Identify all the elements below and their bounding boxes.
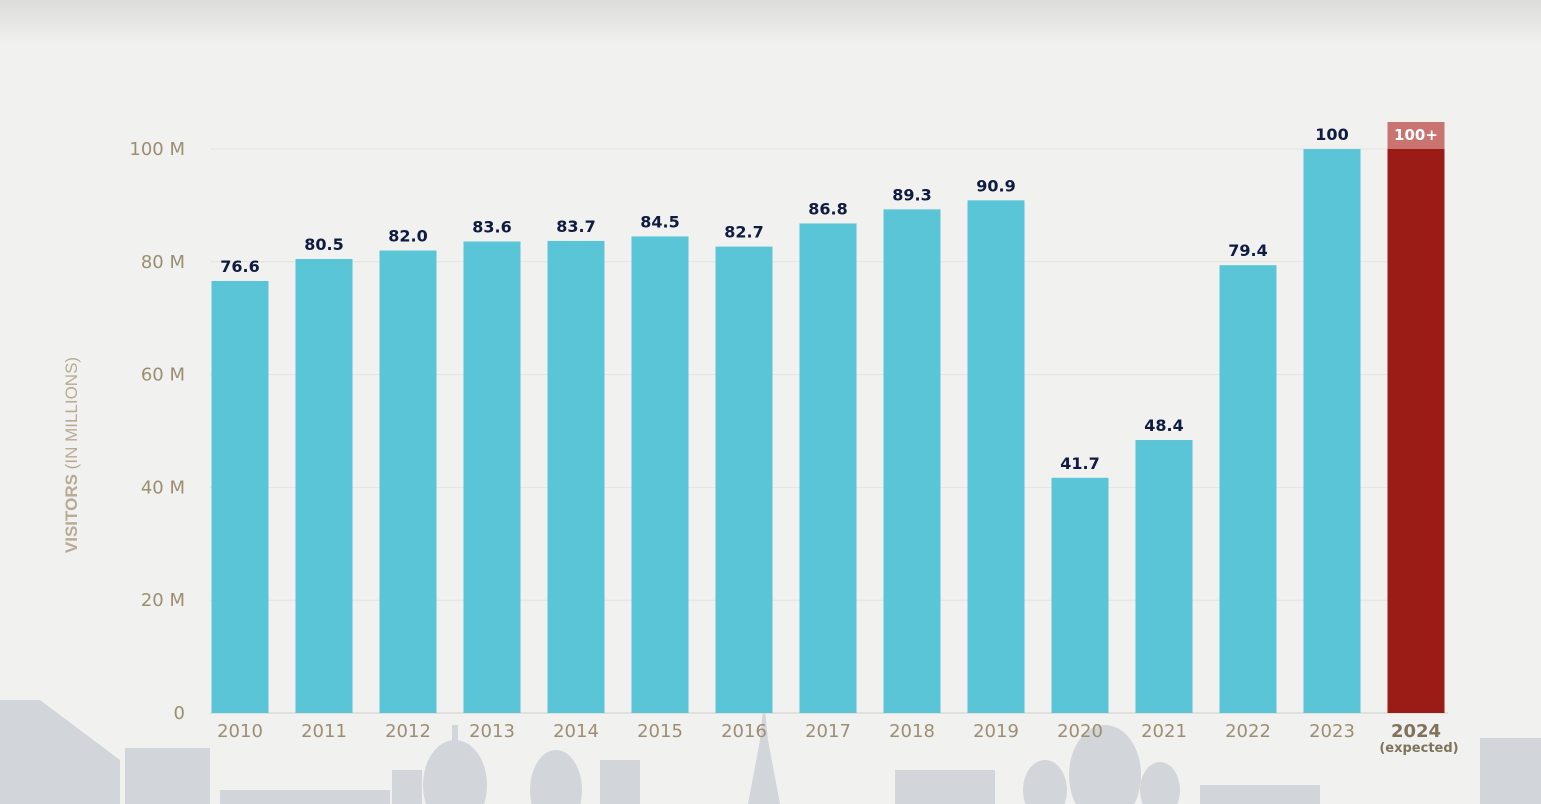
x-tick-label: 2023: [1309, 721, 1355, 742]
y-tick-label: 60 M: [141, 365, 185, 386]
bar-value-label: 80.5: [304, 235, 343, 254]
x-tick-label: 2022: [1225, 721, 1271, 742]
bar-2010: [211, 280, 269, 713]
bar-value-label: 79.4: [1228, 241, 1267, 260]
bar-2017: [799, 223, 857, 713]
bar-value-label: 84.5: [640, 212, 679, 231]
x-tick-label: 2011: [301, 721, 347, 742]
bar-value-label: 90.9: [976, 176, 1015, 195]
bar-2020: [1051, 477, 1109, 713]
bar-2014: [547, 240, 605, 713]
bar-highlight-cap: [1387, 122, 1445, 150]
bar-value-label: 82.7: [724, 223, 763, 242]
bar-value-label: 48.4: [1144, 416, 1183, 435]
y-tick-label: 40 M: [141, 477, 185, 498]
bar-2018: [883, 209, 941, 713]
x-tick-label: 2014: [553, 721, 599, 742]
bar-2013: [463, 241, 521, 713]
bar-2022: [1219, 265, 1277, 713]
bar-value-label: 100+: [1394, 126, 1438, 144]
bar-2021: [1135, 440, 1193, 713]
x-tick-label: 2018: [889, 721, 935, 742]
x-tick-label: 2021: [1141, 721, 1187, 742]
bar-2023: [1303, 149, 1361, 713]
x-tick-label: 2016: [721, 721, 767, 742]
bar-value-label: 83.7: [556, 217, 595, 236]
x-tick-label: 2024: [1391, 721, 1441, 742]
bar-2011: [295, 258, 353, 713]
x-tick-label: 2012: [385, 721, 431, 742]
bar-2015: [631, 236, 689, 714]
y-tick-label: 100 M: [129, 139, 185, 160]
x-tick-label: 2015: [637, 721, 683, 742]
bar-value-label: 82.0: [388, 227, 427, 246]
y-tick-label: 80 M: [141, 252, 185, 273]
top-shade: [0, 0, 1541, 45]
bar-2019: [967, 200, 1025, 714]
x-tick-label: 2019: [973, 721, 1019, 742]
x-tick-label: 2017: [805, 721, 851, 742]
bar-value-label: 89.3: [892, 185, 931, 204]
y-tick-label: 0: [174, 703, 185, 724]
bar-2016: [715, 246, 773, 713]
y-tick-label: 20 M: [141, 590, 185, 611]
bar-value-label: 83.6: [472, 217, 511, 236]
x-tick-label: 2013: [469, 721, 515, 742]
x-tick-label: 2020: [1057, 721, 1103, 742]
x-tick-label: 2010: [217, 721, 263, 742]
bar-value-label: 100: [1315, 125, 1348, 144]
bar-value-label: 86.8: [808, 199, 847, 218]
bar-2012: [379, 250, 437, 713]
x-tick-note: (expected): [1379, 741, 1458, 756]
bar-value-label: 76.6: [220, 257, 259, 276]
bar-value-label: 41.7: [1060, 454, 1099, 473]
bar-2024: [1387, 149, 1445, 713]
